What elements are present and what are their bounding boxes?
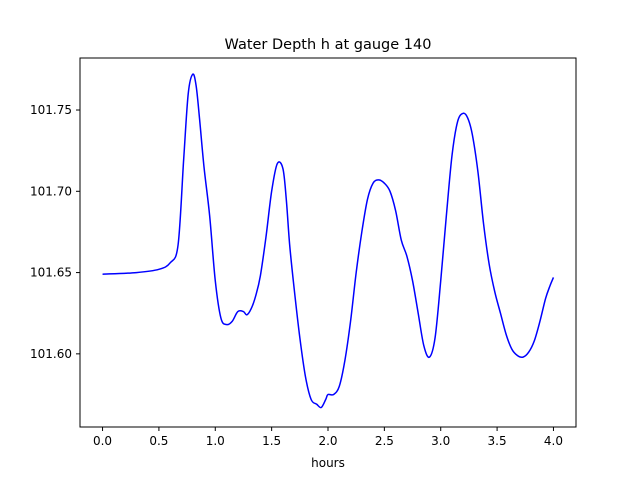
x-tick-label: 1.0 [206,434,225,448]
x-tick-label: 0.0 [93,434,112,448]
x-tick-label: 4.0 [544,434,563,448]
x-axis: 0.0 0.5 1.0 1.5 2.0 2.5 3.0 3.5 4.0 [93,427,563,448]
x-tick-label: 3.0 [431,434,450,448]
x-tick-label: 2.5 [375,434,394,448]
x-axis-label: hours [311,456,345,470]
y-tick-label: 101.70 [30,184,72,198]
series-line-0 [102,73,555,409]
series-layer [102,73,555,409]
y-tick-label: 101.60 [30,347,72,361]
y-tick-label: 101.75 [30,103,72,117]
y-tick-label: 101.65 [30,266,72,280]
y-axis: 101.60 101.65 101.70 101.75 [30,103,80,361]
x-tick-label: 1.5 [262,434,281,448]
x-tick-label: 3.5 [488,434,507,448]
x-tick-label: 2.0 [318,434,337,448]
chart-title: Water Depth h at gauge 140 [225,37,432,53]
x-tick-label: 0.5 [149,434,168,448]
